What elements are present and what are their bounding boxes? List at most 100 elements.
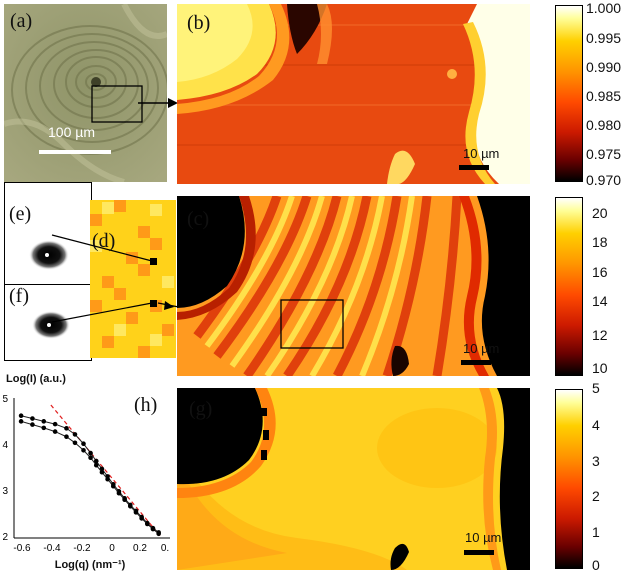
plot-h-point: [139, 516, 144, 521]
colorbar-b: [555, 5, 583, 182]
colorbar-g: [555, 389, 583, 569]
plot-h-ytick: 5: [2, 394, 8, 405]
colorbar-c-tick: 20: [592, 205, 608, 221]
plot-h-point: [99, 469, 105, 475]
diffraction-f-image: [32, 311, 70, 339]
marker-d-top: [150, 258, 157, 265]
plot-h-xtick: 0.2: [133, 543, 147, 554]
plot-h-point: [127, 503, 133, 509]
panel-label-b: (b): [187, 12, 211, 34]
zoom-box-c: [280, 299, 344, 349]
panel-b-map: (b) 10 µm: [177, 4, 530, 184]
colorbar-c-tick: 16: [592, 264, 608, 280]
plot-h-point: [150, 526, 156, 532]
colorbar-b-tick: 0.980: [586, 117, 622, 133]
plot-h-point: [145, 521, 150, 527]
plot-h-xtick: -0.2: [73, 543, 91, 554]
colorbar-b-tick: 0.970: [586, 172, 622, 188]
plot-h-point: [30, 422, 35, 427]
map-b-image: [177, 4, 530, 184]
colorbar-g-tick: 2: [592, 488, 600, 504]
plot-h-point: [81, 447, 86, 453]
diffraction-e-image: [29, 240, 69, 270]
scalebar-b: [459, 165, 489, 170]
scalebar-c: [461, 360, 491, 365]
plot-h-point: [30, 416, 35, 421]
scalebar-label-b: 10 µm: [463, 146, 500, 161]
panel-h-plot: Log(I) (a.u.) 5 4 3 2 -0.6 -0.4 -0.2 0 0…: [0, 370, 176, 575]
panel-e-diffraction: (e): [4, 182, 92, 286]
colorbar-c-tick: 18: [592, 234, 608, 250]
scalebar-g: [464, 550, 494, 555]
panel-label-c: (c): [187, 208, 210, 230]
plot-h-point: [64, 426, 69, 431]
colorbar-c: [555, 197, 583, 376]
marker-d-bottom: [150, 300, 157, 307]
scalebar-label-c: 10 µm: [463, 341, 500, 356]
plot-h-point: [52, 429, 58, 434]
plot-h-fit-line: [50, 404, 161, 537]
colorbar-g-tick: 3: [592, 453, 600, 469]
colorbar-c-tick: 10: [592, 360, 608, 376]
colorbar-g-tick: 4: [592, 417, 600, 433]
plot-h-series-line: [20, 420, 159, 535]
plot-h-point: [41, 419, 47, 424]
plot-h-ytick: 4: [2, 440, 8, 451]
colorbar-b-tick: 0.995: [586, 30, 622, 46]
pixelmap-d-image: [90, 200, 174, 358]
plot-h-point: [88, 455, 93, 461]
colorbar-b-tick: 0.990: [586, 59, 622, 75]
plot-h-xtick: -0.6: [13, 543, 31, 554]
plot-h-point: [72, 432, 78, 437]
colorbar-g-tick: 0: [592, 557, 600, 573]
plot-h-point: [93, 462, 99, 468]
plot-h-point: [81, 441, 86, 447]
colorbar-c-tick: 14: [592, 293, 608, 309]
plot-h-point: [133, 510, 139, 515]
panel-f-diffraction: (f): [4, 284, 92, 361]
plot-h-point: [156, 531, 161, 537]
plot-h-ytick: 2: [2, 532, 8, 543]
colorbar-g-tick: 5: [592, 380, 600, 396]
plot-h-point: [41, 425, 47, 431]
colorbar-c-tick: 12: [592, 327, 608, 343]
panel-label-f: (f): [9, 285, 29, 307]
panel-a-micrograph: (a) 100 µm: [3, 2, 169, 185]
plot-h-ytick: 3: [2, 486, 8, 497]
arrow-a-to-b: [138, 98, 178, 108]
colorbar-b-tick: 0.975: [586, 146, 622, 162]
plot-h-xtick: 0.: [161, 543, 169, 554]
plot-h-point: [72, 440, 78, 446]
plot-h-point: [18, 413, 24, 419]
scalebar-label-a: 100 µm: [48, 124, 95, 140]
plot-h-point: [110, 483, 116, 489]
plot-h-point: [105, 476, 110, 482]
map-c-image: [177, 194, 530, 379]
micrograph-image: [3, 2, 169, 185]
plot-h-point: [116, 490, 122, 496]
colorbar-g-tick: 1: [592, 524, 600, 540]
panel-c-map: (c) 10 µm: [177, 194, 530, 379]
plot-h-point: [88, 450, 93, 456]
plot-h-xtick: -0.4: [43, 543, 61, 554]
map-g-image: [177, 388, 530, 570]
panel-label-a: (a): [10, 10, 33, 32]
scalebar-label-g: 10 µm: [465, 530, 502, 545]
plot-h-point: [93, 458, 99, 464]
panel-label-g: (g): [189, 398, 213, 420]
plot-h-point: [64, 434, 69, 440]
panel-g-map: (g) 10 µm: [177, 388, 530, 570]
plot-h-point: [18, 419, 24, 424]
plot-h-point: [122, 497, 127, 503]
zoom-box-a: [91, 85, 143, 123]
plot-h-xtick: 0: [109, 543, 115, 554]
panel-d-pixelmap: (d): [90, 200, 176, 358]
scalebar-a: [39, 150, 111, 154]
colorbar-b-tick: 1.000: [586, 0, 622, 16]
plot-h-ylabel: Log(I) (a.u.): [6, 373, 66, 385]
plot-h-svg: Log(I) (a.u.) 5 4 3 2 -0.6 -0.4 -0.2 0 0…: [2, 373, 170, 571]
plot-h-point: [52, 421, 58, 427]
plot-h-xlabel: Log(q) (nm⁻¹): [55, 559, 126, 571]
panel-label-h: (h): [134, 394, 158, 416]
panel-label-e: (e): [9, 203, 32, 225]
